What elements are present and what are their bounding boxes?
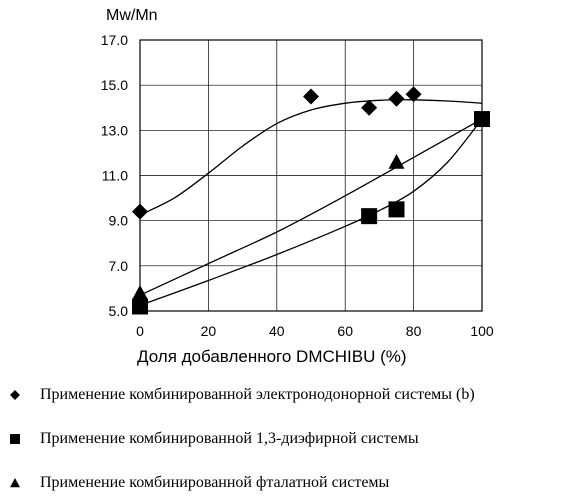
- y-tick-label: 5.0: [109, 303, 129, 319]
- x-tick-label: 100: [470, 323, 494, 339]
- trend-line-triangle: [140, 119, 482, 295]
- legend-label: Применение комбинированной электронодоно…: [40, 386, 475, 404]
- x-tick-label: 20: [201, 323, 217, 339]
- x-tick-label: 60: [337, 323, 353, 339]
- data-point-square: [389, 201, 405, 217]
- x-tick-label: 40: [269, 323, 285, 339]
- trend-line-square: [140, 119, 482, 305]
- legend-marker-square: [10, 434, 20, 444]
- legend-marker-diamond-icon: [4, 384, 26, 406]
- chart-area: Mw/Mn 5.0 7.0 9.0 11.0 13.0 15.0 17.0 0 20 40 60 8…: [0, 0, 567, 385]
- data-point-triangle: [389, 154, 405, 169]
- x-tick-label: 80: [406, 323, 422, 339]
- y-axis-label: Mw/Mn: [106, 7, 158, 24]
- data-point-diamond: [361, 100, 377, 116]
- y-tick-label: 9.0: [109, 213, 129, 229]
- legend-marker-diamond: [10, 390, 20, 400]
- y-tick-labels: 5.0 7.0 9.0 11.0 13.0 15.0 17.0: [101, 32, 128, 319]
- data-point-square: [361, 208, 377, 224]
- x-tick-label: 0: [136, 323, 144, 339]
- legend-marker-triangle-icon: [4, 472, 26, 494]
- x-axis-label: Доля добавленного DMCHIBU (%): [137, 347, 407, 366]
- y-tick-label: 13.0: [101, 122, 128, 138]
- data-points: [132, 86, 490, 314]
- legend-label: Применение комбинированной 1,3-диэфирной…: [40, 430, 419, 448]
- y-tick-label: 11.0: [102, 168, 128, 184]
- legend-marker-triangle: [10, 478, 20, 487]
- data-point-diamond: [132, 204, 148, 220]
- data-point-diamond: [389, 91, 405, 107]
- legend-item: Применение комбинированной электронодоно…: [0, 380, 475, 410]
- data-point-diamond: [303, 88, 319, 104]
- trend-line-diamond: [140, 100, 482, 215]
- legend-label: Применение комбинированной фталатной сис…: [40, 474, 389, 492]
- legend-marker-square-icon: [4, 428, 26, 450]
- y-tick-label: 17.0: [101, 32, 128, 48]
- y-tick-label: 7.0: [109, 258, 129, 274]
- legend-item: Применение комбинированной 1,3-диэфирной…: [0, 424, 419, 454]
- grid-lines: [140, 40, 482, 311]
- data-point-square: [132, 298, 148, 314]
- x-tick-labels: 0 20 40 60 80 100: [136, 323, 494, 339]
- y-tick-label: 15.0: [101, 77, 128, 93]
- legend-item: Применение комбинированной фталатной сис…: [0, 468, 389, 498]
